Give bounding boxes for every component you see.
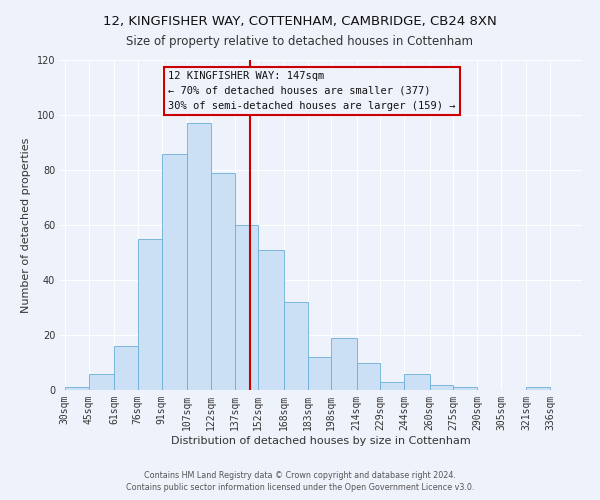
Bar — [89, 374, 114, 390]
Text: 12, KINGFISHER WAY, COTTENHAM, CAMBRIDGE, CB24 8XN: 12, KINGFISHER WAY, COTTENHAM, CAMBRIDGE… — [103, 15, 497, 28]
Bar — [430, 384, 454, 390]
Bar — [235, 225, 259, 390]
Bar — [114, 346, 138, 390]
Bar — [526, 387, 550, 390]
Bar — [259, 250, 284, 390]
Bar — [187, 123, 211, 390]
Text: Size of property relative to detached houses in Cottenham: Size of property relative to detached ho… — [127, 35, 473, 48]
Bar — [454, 387, 477, 390]
Bar — [331, 338, 356, 390]
Bar — [161, 154, 187, 390]
Bar — [284, 302, 308, 390]
Bar — [65, 387, 89, 390]
Y-axis label: Number of detached properties: Number of detached properties — [21, 138, 31, 312]
Bar — [308, 357, 331, 390]
Bar — [211, 173, 235, 390]
X-axis label: Distribution of detached houses by size in Cottenham: Distribution of detached houses by size … — [171, 436, 471, 446]
Text: Contains HM Land Registry data © Crown copyright and database right 2024.
Contai: Contains HM Land Registry data © Crown c… — [126, 471, 474, 492]
Bar — [380, 382, 404, 390]
Bar — [356, 362, 380, 390]
Text: 12 KINGFISHER WAY: 147sqm
← 70% of detached houses are smaller (377)
30% of semi: 12 KINGFISHER WAY: 147sqm ← 70% of detac… — [168, 71, 455, 110]
Bar — [138, 239, 161, 390]
Bar — [404, 374, 430, 390]
